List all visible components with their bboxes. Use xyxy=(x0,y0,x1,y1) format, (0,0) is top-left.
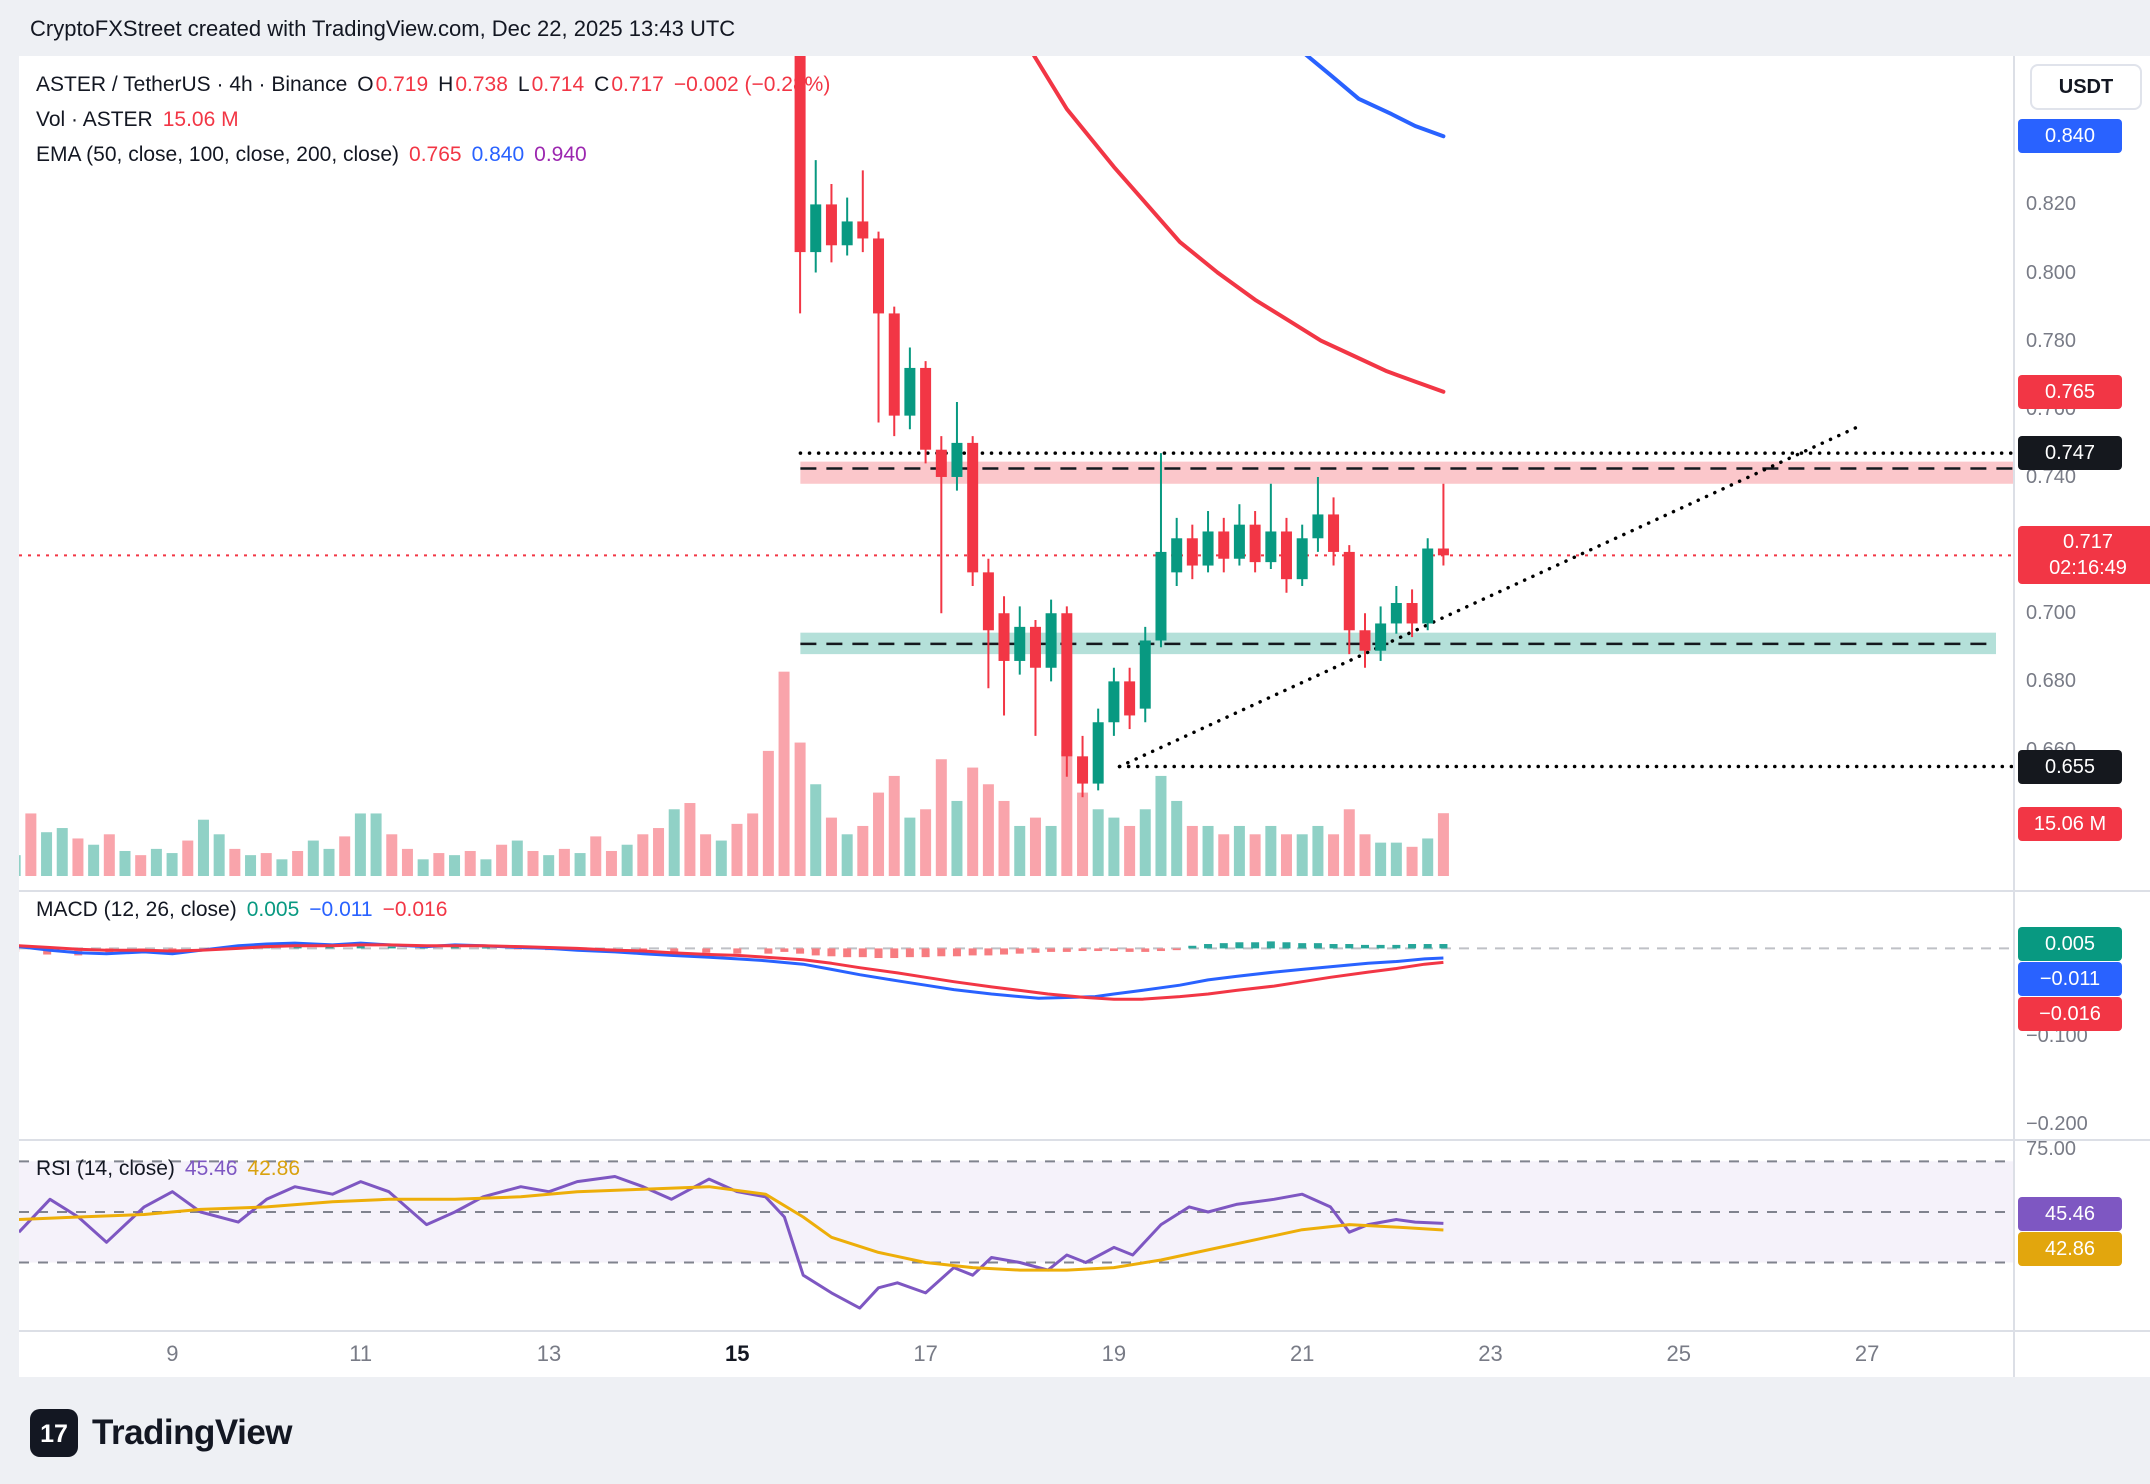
time-axis[interactable]: 9 11 13 15 17 19 21 23 25 27 xyxy=(0,1331,2014,1377)
time-axis-label: 13 xyxy=(536,1341,562,1366)
close-value: 0.717 xyxy=(611,73,664,96)
rsi-badge: 42.86 xyxy=(2018,1232,2122,1266)
time-axis-label: 17 xyxy=(913,1341,938,1366)
time-axis-label: 19 xyxy=(1101,1341,1127,1366)
symbol-legend: ASTER / TetherUS · 4h · Binance O 0.719 H… xyxy=(36,73,830,97)
macd-signal-line xyxy=(19,943,1444,1001)
rsi-ma-line xyxy=(19,1185,1444,1272)
current-price-badge: 0.717 02:16:49 xyxy=(2018,526,2150,585)
price-label-badge: 0.747 xyxy=(2018,436,2122,471)
ema-legend: EMA (50, close, 100, close, 200, close) … xyxy=(36,143,587,167)
price-tick: 0.740 xyxy=(2026,465,2077,488)
price-tick: 0.820 xyxy=(2026,193,2077,216)
ema-label[interactable]: EMA (50, close, 100, close, 200, close) xyxy=(36,143,400,166)
macd-badge: −0.011 xyxy=(2018,962,2122,996)
time-axis-label: 23 xyxy=(1478,1341,1503,1366)
high-value: 0.738 xyxy=(455,73,508,96)
close-label: C xyxy=(594,73,610,96)
volume-label[interactable]: Vol · ASTER xyxy=(36,108,153,131)
bar-countdown: 02:16:49 xyxy=(2049,557,2127,580)
brand-text: TradingView xyxy=(92,1413,293,1452)
ema200-value: 0.940 xyxy=(534,143,587,166)
volume-legend: Vol · ASTER 15.06 M xyxy=(36,108,239,132)
macd-label[interactable]: MACD (12, 26, close) xyxy=(36,898,237,921)
resistance-zone xyxy=(800,461,2014,484)
price-tick: 0.800 xyxy=(2026,261,2077,284)
macd-badge: −0.016 xyxy=(2018,997,2122,1031)
macd-legend: MACD (12, 26, close) 0.005 −0.011 −0.016 xyxy=(36,898,447,922)
price-tick: 0.700 xyxy=(2026,602,2077,625)
ema50-value: 0.765 xyxy=(409,143,462,166)
tradingview-logo-icon: 17 xyxy=(30,1409,78,1457)
time-axis-label: 11 xyxy=(349,1341,373,1366)
ascending-trendline xyxy=(1117,425,1860,769)
attribution-text: CryptoFXStreet created with TradingView.… xyxy=(30,16,736,41)
rsi-ma-value: 42.86 xyxy=(247,1157,301,1180)
rsi-badge: 45.46 xyxy=(2018,1197,2122,1231)
symbol-title[interactable]: ASTER / TetherUS · 4h · Binance xyxy=(36,73,348,96)
volume-badge: 15.06 M xyxy=(2018,807,2122,841)
currency-toggle-button[interactable]: USDT xyxy=(2030,64,2142,110)
time-axis-label: 21 xyxy=(1289,1341,1315,1366)
open-value: 0.719 xyxy=(375,73,429,96)
price-label-badge: 0.765 xyxy=(2018,374,2122,409)
open-label: O xyxy=(357,73,374,96)
tradingview-logo[interactable]: 17 TradingView xyxy=(30,1409,293,1457)
price-tick: 0.680 xyxy=(2026,670,2077,693)
macd-line xyxy=(19,941,1444,1000)
price-label-badge: 0.840 xyxy=(2018,119,2122,154)
price-tick: 0.780 xyxy=(2026,329,2077,352)
ema50-line xyxy=(1031,56,1446,394)
ema100-line xyxy=(1304,56,1446,139)
rsi-legend: RSI (14, close) 45.46 42.86 xyxy=(36,1157,300,1181)
price-label-badge: 0.655 xyxy=(2018,749,2122,784)
time-axis-label: 25 xyxy=(1666,1341,1692,1366)
ema100-value: 0.840 xyxy=(471,143,525,166)
macd-histogram xyxy=(19,941,1448,959)
volume-series xyxy=(19,671,1449,876)
rsi-label[interactable]: RSI (14, close) xyxy=(36,1157,175,1180)
macd-hist-value: 0.005 xyxy=(246,898,300,921)
volume-value: 15.06 M xyxy=(162,108,239,131)
footer: 17 TradingView xyxy=(0,1377,2150,1484)
svg-text:17: 17 xyxy=(40,1420,68,1448)
macd-pane xyxy=(19,941,2014,1001)
rsi-tick: 75.00 xyxy=(2026,1137,2077,1160)
time-axis-label: 9 xyxy=(166,1341,179,1366)
rsi-value: 45.46 xyxy=(184,1157,238,1180)
time-axis-label: 15 xyxy=(725,1341,750,1366)
time-axis-label: 27 xyxy=(1854,1341,1880,1366)
rsi-line xyxy=(19,1175,1444,1310)
change-value: −0.002 (−0.28%) xyxy=(673,73,831,96)
chart-background xyxy=(19,56,2150,1377)
candlestick-series xyxy=(794,56,1449,798)
macd-line-value: −0.011 xyxy=(309,898,373,921)
macd-signal-value: −0.016 xyxy=(382,898,448,921)
high-label: H xyxy=(438,73,454,96)
support-zone xyxy=(800,632,1996,655)
macd-tick: −0.200 xyxy=(2026,1112,2088,1135)
macd-badge: 0.005 xyxy=(2018,927,2122,961)
low-label: L xyxy=(517,73,530,96)
rsi-pane xyxy=(19,1160,2014,1310)
low-value: 0.714 xyxy=(531,73,585,96)
main-pane xyxy=(19,56,2014,876)
current-price-value: 0.717 xyxy=(2062,531,2114,554)
